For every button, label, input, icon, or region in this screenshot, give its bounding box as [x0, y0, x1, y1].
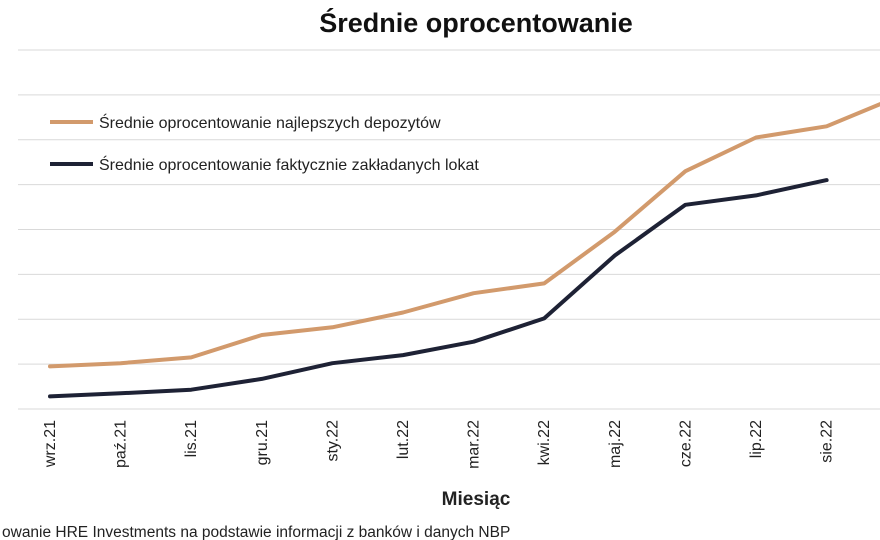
x-tick-label: cze.22 — [677, 420, 694, 467]
x-tick-label: lip.22 — [748, 420, 765, 458]
x-axis-title: Miesiąc — [442, 489, 511, 510]
x-tick-label: paź.21 — [113, 420, 130, 468]
series-line-best-deposits — [48, 102, 880, 369]
legend-label-best-deposits: Średnie oprocentowanie najlepszych depoz… — [99, 113, 441, 132]
series-lines — [48, 102, 880, 399]
series-line-actual-deposits — [48, 178, 829, 399]
legend: Średnie oprocentowanie najlepszych depoz… — [50, 113, 479, 174]
x-tick-label: gru.21 — [254, 420, 271, 465]
legend-label-actual-deposits: Średnie oprocentowanie faktycznie zakład… — [99, 155, 479, 174]
source-note: owanie HRE Investments na podstawie info… — [2, 524, 510, 540]
x-tick-label: maj.22 — [607, 420, 624, 468]
x-tick-label: sie.22 — [819, 420, 836, 463]
x-tick-label: mar.22 — [466, 420, 483, 469]
x-tick-label: wrz.21 — [42, 420, 59, 468]
x-tick-label: kwi.22 — [536, 420, 553, 465]
x-tick-label: lut.22 — [395, 420, 412, 459]
gridlines — [18, 49, 880, 410]
x-tick-label: sty.22 — [324, 420, 341, 462]
x-tick-label: lis.21 — [183, 420, 200, 457]
chart-title: Średnie oprocentowanie — [319, 7, 633, 38]
x-axis-tick-labels: wrz.21 paź.21 lis.21 gru.21 sty.22 lut.22 mar.… — [42, 420, 836, 469]
